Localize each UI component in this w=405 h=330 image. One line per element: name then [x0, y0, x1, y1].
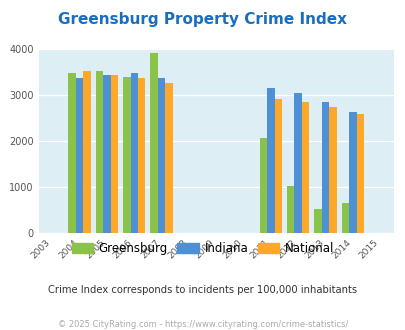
Bar: [158, 78, 165, 233]
Bar: [266, 88, 274, 233]
Bar: [68, 73, 76, 233]
Bar: [130, 73, 138, 233]
Legend: Greensburg, Indiana, National: Greensburg, Indiana, National: [67, 237, 338, 260]
Bar: [76, 78, 83, 233]
Bar: [123, 77, 130, 233]
Text: Greensburg Property Crime Index: Greensburg Property Crime Index: [58, 12, 347, 26]
Bar: [103, 75, 110, 233]
Bar: [301, 102, 309, 233]
Bar: [321, 102, 328, 233]
Bar: [110, 75, 118, 233]
Bar: [150, 53, 158, 233]
Text: © 2025 CityRating.com - https://www.cityrating.com/crime-statistics/: © 2025 CityRating.com - https://www.city…: [58, 320, 347, 329]
Text: Crime Index corresponds to incidents per 100,000 inhabitants: Crime Index corresponds to incidents per…: [48, 285, 357, 295]
Bar: [294, 93, 301, 233]
Bar: [259, 138, 266, 233]
Bar: [328, 107, 336, 233]
Bar: [286, 186, 294, 233]
Bar: [313, 209, 321, 233]
Bar: [165, 83, 172, 233]
Bar: [96, 72, 103, 233]
Bar: [348, 112, 356, 233]
Bar: [274, 99, 281, 233]
Bar: [356, 114, 363, 233]
Bar: [83, 72, 90, 233]
Bar: [138, 78, 145, 233]
Bar: [341, 203, 348, 233]
